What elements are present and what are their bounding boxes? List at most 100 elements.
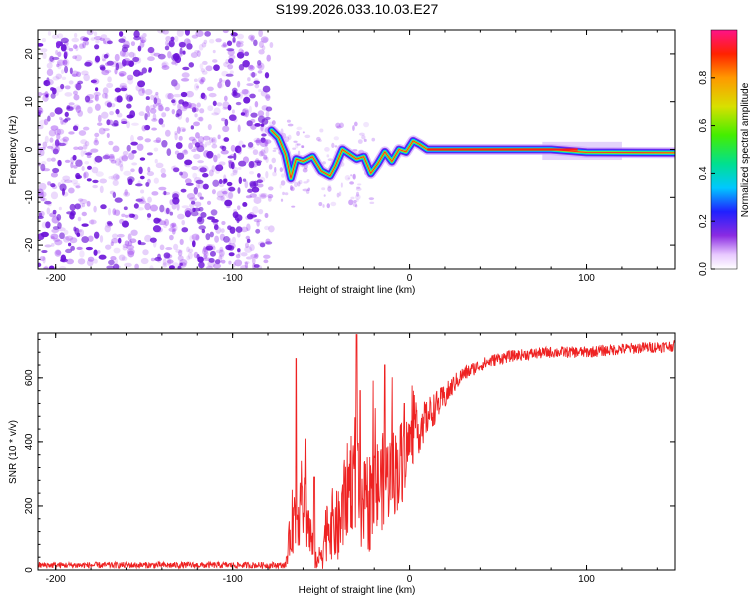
noise-speck [85, 152, 93, 156]
noise-speck [183, 105, 188, 109]
noise-speck [119, 163, 124, 172]
noise-speck [51, 228, 59, 233]
noise-speck [145, 96, 150, 101]
noise-speck [210, 209, 218, 216]
noise-speck [87, 235, 94, 242]
noise-speck [56, 132, 61, 140]
noise-speck [146, 152, 153, 156]
noise-speck [217, 134, 221, 140]
noise-speck [178, 41, 186, 48]
heatmap-content [38, 30, 675, 269]
noise-speck [149, 104, 156, 110]
noise-speck [182, 50, 186, 55]
transition-speck [369, 201, 375, 205]
noise-speck [56, 40, 61, 48]
transition-speck [305, 189, 310, 194]
noise-speck [254, 122, 261, 127]
noise-speck [190, 210, 199, 217]
noise-speck [42, 197, 47, 202]
transition-speck [272, 149, 277, 152]
noise-speck [219, 246, 224, 252]
noise-speck [147, 46, 155, 54]
noise-speck [147, 48, 152, 53]
noise-speck [220, 195, 226, 202]
noise-speck [63, 51, 68, 60]
noise-speck [103, 53, 109, 59]
noise-speck [258, 176, 266, 183]
noise-speck [65, 235, 74, 241]
transition-speck [268, 164, 273, 170]
transition-speck [349, 181, 354, 185]
colorbar-tick-label: 0.8 [698, 70, 709, 84]
noise-speck [202, 183, 209, 190]
noise-speck [233, 117, 238, 123]
noise-speck [64, 159, 71, 163]
noise-speck [247, 77, 251, 82]
transition-speck [338, 191, 342, 197]
noise-speck [249, 182, 257, 189]
noise-speck [82, 37, 89, 42]
noise-speck [58, 265, 67, 269]
noise-speck [123, 170, 132, 176]
noise-speck [160, 167, 166, 174]
noise-speck [180, 77, 190, 82]
noise-speck [161, 61, 169, 68]
heatmap-y-ticks: -20 -10 0 10 20 [24, 29, 675, 270]
noise-speck [92, 179, 99, 184]
noise-speck [237, 80, 241, 88]
noise-speck [175, 249, 183, 254]
noise-speck [232, 36, 236, 43]
noise-speck [126, 74, 134, 81]
noise-speck [114, 258, 118, 266]
noise-speck [164, 106, 170, 112]
noise-speck [196, 50, 201, 58]
noise-speck [225, 192, 233, 199]
noise-speck [221, 145, 227, 152]
noise-speck [249, 72, 258, 77]
noise-speck [194, 83, 199, 91]
transition-speck [331, 142, 335, 149]
noise-speck [150, 94, 154, 101]
noise-speck [105, 62, 111, 67]
noise-speck [120, 118, 128, 124]
noise-speck [56, 63, 60, 68]
noise-speck [193, 78, 198, 83]
noise-speck [132, 69, 141, 77]
noise-speck [138, 88, 146, 96]
noise-speck [231, 87, 238, 94]
noise-speck [81, 165, 85, 172]
noise-speck [177, 103, 181, 111]
noise-speck [77, 216, 82, 222]
noise-speck [178, 41, 187, 48]
noise-speck [173, 167, 180, 173]
noise-speck [179, 171, 183, 176]
noise-speck [133, 203, 139, 209]
noise-speck [154, 158, 158, 164]
transition-speck [287, 123, 294, 127]
noise-speck [262, 37, 268, 44]
noise-speck [108, 155, 116, 162]
noise-speck [83, 172, 87, 179]
noise-speck [46, 77, 50, 84]
noise-speck [95, 87, 99, 92]
noise-speck [77, 146, 84, 151]
transition-speck [355, 198, 359, 202]
noise-speck [183, 103, 192, 109]
noise-speck [127, 250, 135, 258]
noise-speck [249, 170, 255, 175]
noise-speck [202, 173, 209, 178]
transition-speck [357, 139, 363, 144]
noise-speck [106, 40, 113, 45]
noise-speck [75, 71, 82, 78]
noise-speck [202, 135, 211, 141]
noise-speck [176, 109, 183, 117]
noise-speck [64, 65, 69, 74]
noise-speck [54, 107, 63, 115]
noise-speck [164, 45, 170, 51]
transition-speck [344, 174, 351, 181]
transition-speck [327, 186, 332, 192]
noise-speck [247, 142, 254, 148]
transition-speck [352, 202, 358, 207]
noise-speck [146, 217, 150, 221]
noise-speck [212, 245, 216, 251]
